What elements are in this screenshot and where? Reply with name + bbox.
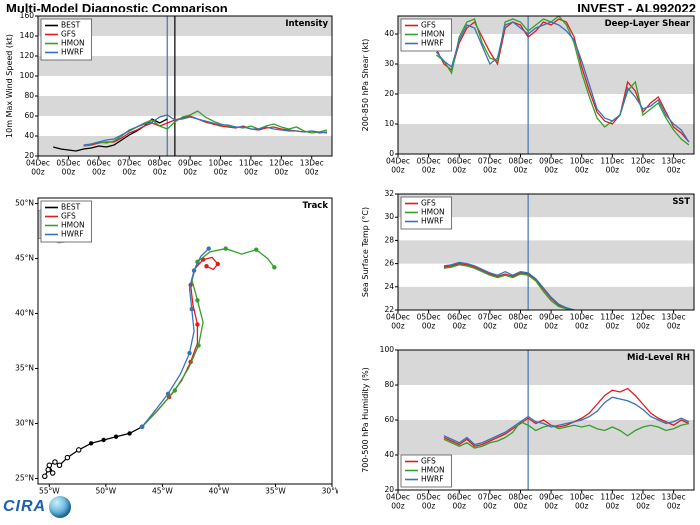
mid-level-rh-chart <box>358 346 698 524</box>
cira-logo-text: CIRA <box>3 498 47 515</box>
globe-icon <box>49 496 72 518</box>
deep-layer-shear-chart <box>358 12 698 188</box>
sst-chart <box>358 190 698 344</box>
intensity-chart <box>2 12 338 190</box>
track-map-chart <box>2 194 338 512</box>
cira-logo: CIRA <box>3 496 72 518</box>
